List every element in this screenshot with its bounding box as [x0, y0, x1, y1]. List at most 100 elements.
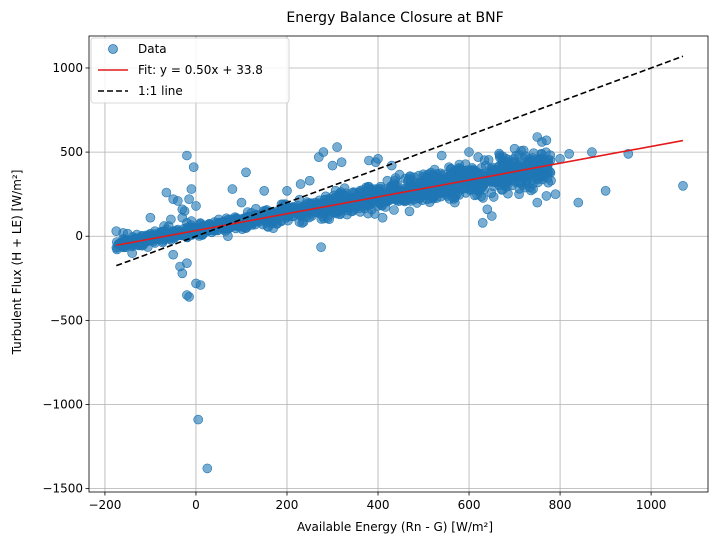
data-point: [227, 184, 238, 194]
data-point: [286, 204, 297, 215]
data-point: [473, 152, 484, 162]
data-point: [486, 211, 497, 221]
data-point: [503, 188, 513, 199]
data-point: [389, 175, 400, 186]
data-point: [173, 196, 183, 206]
scatter-points: [111, 132, 688, 474]
data-point: [520, 182, 530, 193]
data-point: [182, 258, 192, 269]
data-point: [297, 218, 307, 228]
data-point: [184, 194, 194, 204]
data-point: [213, 214, 224, 225]
data-point: [377, 212, 388, 223]
data-point: [546, 175, 556, 186]
data-point: [447, 192, 458, 202]
data-point: [504, 159, 515, 169]
data-point: [406, 192, 417, 203]
identity-line: [116, 55, 684, 267]
data-point: [436, 150, 447, 161]
data-point: [318, 147, 329, 157]
legend-marker-data: [108, 44, 118, 54]
x-tick-label: 1000: [636, 498, 667, 512]
y-axis-label: Turbulent Flux (H + LE) [W/m²]: [10, 170, 24, 356]
data-point: [527, 179, 538, 189]
data-point: [195, 280, 206, 290]
data-point: [316, 242, 326, 252]
data-point: [336, 157, 347, 167]
data-point: [409, 172, 420, 183]
y-tick-label: 0: [75, 229, 83, 243]
data-point: [532, 197, 543, 208]
data-point: [541, 135, 552, 146]
data-point: [573, 197, 584, 208]
data-point: [191, 201, 201, 211]
data-point: [241, 167, 251, 178]
data-point: [678, 181, 688, 191]
data-point: [587, 147, 597, 157]
y-tick-label: −500: [50, 313, 83, 327]
data-point: [184, 291, 194, 302]
data-point: [295, 179, 306, 189]
data-point: [186, 216, 197, 226]
data-point: [564, 149, 575, 159]
data-point: [514, 189, 524, 199]
plot-frame: [88, 35, 709, 493]
data-point: [319, 194, 330, 205]
data-point: [166, 214, 176, 225]
fit-line: [116, 139, 684, 247]
chart-title: Energy Balance Closure at BNF: [286, 10, 503, 26]
x-tick-label: −200: [88, 498, 121, 512]
data-point: [482, 204, 493, 215]
data-point: [132, 229, 142, 240]
data-point: [332, 142, 342, 152]
data-point: [366, 184, 377, 194]
legend-label-data: Data: [138, 42, 167, 56]
data-point: [445, 164, 456, 174]
data-point: [177, 268, 188, 279]
y-tick-label: 1000: [52, 61, 83, 75]
legend-label-fit: Fit: y = 0.50x + 33.8: [138, 63, 263, 77]
y-tick-label: 500: [60, 145, 83, 159]
data-point: [202, 463, 213, 474]
data-point: [236, 197, 247, 208]
data-point: [193, 414, 203, 425]
data-point: [519, 172, 530, 183]
data-point: [168, 249, 178, 260]
data-point: [509, 143, 520, 154]
data-point: [282, 186, 292, 196]
x-tick-label: 200: [276, 498, 299, 512]
y-tick-label: −1000: [42, 398, 83, 412]
data-point: [427, 175, 438, 186]
data-point: [316, 214, 327, 224]
data-point: [344, 198, 355, 209]
data-point: [373, 154, 383, 164]
data-point: [188, 162, 199, 172]
data-point: [326, 204, 337, 214]
data-point: [395, 194, 406, 204]
data-point: [404, 206, 415, 217]
data-point: [541, 191, 552, 201]
x-tick-label: 800: [549, 498, 572, 512]
data-point: [518, 145, 529, 156]
x-axis-label: Available Energy (Rn - G) [W/m²]: [297, 520, 493, 534]
data-point: [472, 185, 483, 196]
data-point: [122, 228, 133, 239]
legend-box: [90, 37, 290, 104]
data-point: [304, 175, 315, 186]
data-point: [161, 187, 172, 198]
data-point: [600, 186, 611, 196]
data-point: [389, 205, 399, 215]
data-point: [497, 151, 508, 162]
data-point: [478, 193, 488, 203]
axis-ticks: −200 0 200 400 600 800 1000 −1500 −1000 −500 0 500 1…: [42, 61, 666, 512]
data-point: [327, 160, 338, 171]
data-point: [355, 185, 365, 196]
data-point: [455, 164, 465, 174]
data-point: [127, 248, 137, 258]
y-tick-label: −1500: [42, 482, 83, 496]
data-point: [182, 150, 192, 161]
data-point: [145, 212, 156, 223]
data-point: [435, 188, 445, 199]
x-tick-label: 0: [192, 498, 200, 512]
